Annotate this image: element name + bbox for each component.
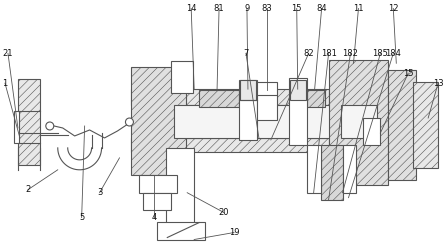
Text: 7: 7 [243, 49, 249, 58]
Bar [363, 118, 381, 145]
Text: 20: 20 [219, 208, 229, 217]
Text: 181: 181 [321, 49, 337, 58]
Bar [157, 221, 205, 240]
Text: 4: 4 [152, 213, 157, 222]
Text: 184: 184 [385, 49, 401, 58]
Text: 185: 185 [373, 49, 389, 58]
Text: 21: 21 [3, 49, 13, 58]
Text: 15: 15 [403, 69, 413, 78]
Bar [239, 80, 257, 140]
Text: 9: 9 [244, 4, 249, 13]
Text: 12: 12 [388, 4, 399, 13]
Circle shape [46, 122, 54, 130]
Bar [341, 105, 377, 138]
Bar [140, 175, 177, 193]
Text: 11: 11 [353, 4, 364, 13]
Text: 5: 5 [79, 213, 84, 222]
Bar [329, 60, 389, 185]
Bar [132, 138, 390, 152]
Bar [289, 78, 307, 145]
Text: 1: 1 [2, 79, 8, 88]
Text: 2: 2 [25, 185, 31, 194]
Bar [321, 145, 342, 200]
Text: 15: 15 [291, 4, 302, 13]
Bar [171, 61, 193, 93]
Text: 13: 13 [433, 79, 443, 88]
Text: 3: 3 [97, 188, 102, 197]
Text: 83: 83 [261, 4, 272, 13]
Bar [290, 80, 306, 100]
Bar [132, 89, 390, 105]
Bar [342, 145, 357, 193]
Bar [329, 138, 413, 152]
Bar [307, 90, 325, 107]
Bar [240, 80, 256, 100]
Bar [389, 70, 416, 180]
Bar [18, 79, 40, 165]
Bar [174, 105, 389, 138]
Bar [144, 193, 171, 210]
Text: 84: 84 [316, 4, 327, 13]
Bar [329, 89, 413, 105]
Text: 19: 19 [229, 228, 239, 237]
Circle shape [125, 118, 133, 126]
Text: 182: 182 [342, 49, 358, 58]
Bar [307, 145, 321, 193]
Bar [257, 82, 277, 120]
Text: 14: 14 [186, 4, 196, 13]
Bar [166, 148, 194, 230]
Bar [413, 82, 438, 168]
Text: 81: 81 [214, 4, 224, 13]
Bar [199, 90, 239, 107]
Bar [132, 67, 186, 175]
Bar [14, 111, 19, 143]
Text: 82: 82 [303, 49, 314, 58]
